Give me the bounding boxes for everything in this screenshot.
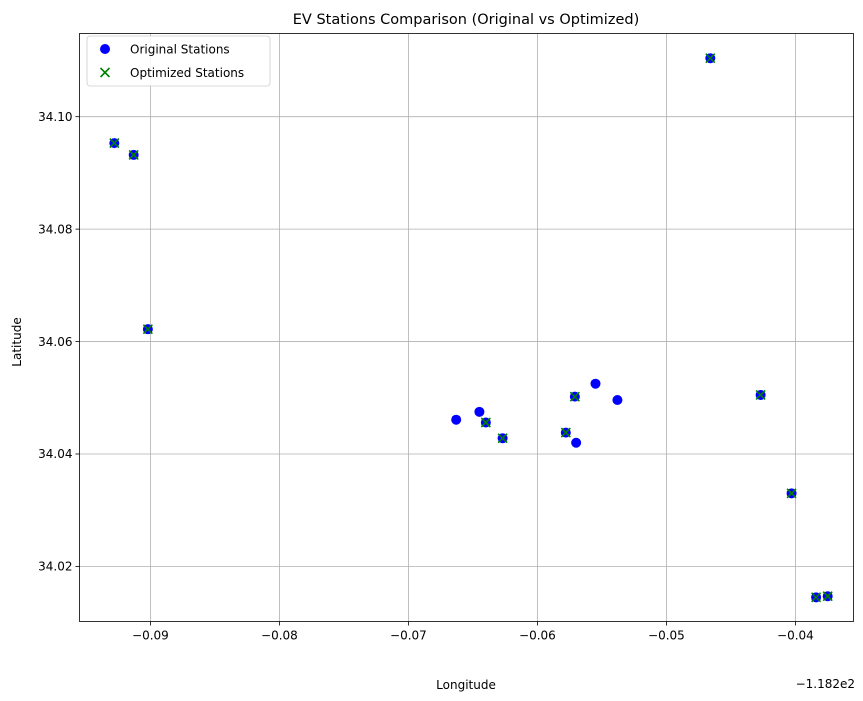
legend-marker-optimized [99,67,111,78]
original-station-point [571,437,582,448]
optimized-station-point [705,53,716,64]
x-axis-offset-label: −1.182e2 [796,677,855,691]
x-tick-label: −0.06 [519,629,556,643]
x-axis-label: Longitude [436,678,496,692]
x-tick-label: −0.04 [777,629,814,643]
x-tick-label: −0.09 [132,629,169,643]
optimized-station-point [560,427,571,438]
data-marks [109,53,833,603]
x-tick-label: −0.05 [648,629,685,643]
plot-area-frame [79,33,854,622]
legend-box [86,35,271,87]
y-tick-label: 34.10 [38,110,72,124]
x-tick-label: −0.07 [390,629,427,643]
legend: Original Stations Optimized Stations [86,35,271,87]
optimized-station-point [811,592,822,603]
optimized-station-point [822,591,833,602]
y-axis-label: Latitude [10,317,24,366]
y-tick-label: 34.04 [38,447,72,461]
optimized-station-point [109,138,120,149]
original-station-point [474,406,485,417]
optimized-station-point [569,391,580,402]
legend-marker-original [100,44,110,54]
y-tick-label: 34.08 [38,222,72,236]
original-station-point [612,395,623,406]
legend-label-original: Original Stations [130,43,230,57]
chart-title: EV Stations Comparison (Original vs Opti… [293,12,639,28]
original-station-point [451,414,462,425]
optimized-station-point [497,433,508,444]
optimized-station-point [480,417,491,428]
y-tick-label: 34.02 [38,560,72,574]
legend-label-optimized: Optimized Stations [130,66,244,80]
original-station-point [590,378,601,389]
optimized-station-point [755,389,766,401]
x-tick-label: −0.08 [261,629,298,643]
optimized-station-point [128,149,139,160]
axis-ticks: −0.09 −0.08 −0.07 −0.06 −0.05 −0.04 34.02 34.04… [38,110,814,643]
y-tick-label: 34.06 [38,335,72,349]
grid [79,33,854,622]
optimized-station-point [786,488,797,499]
optimized-station-point [142,324,153,335]
